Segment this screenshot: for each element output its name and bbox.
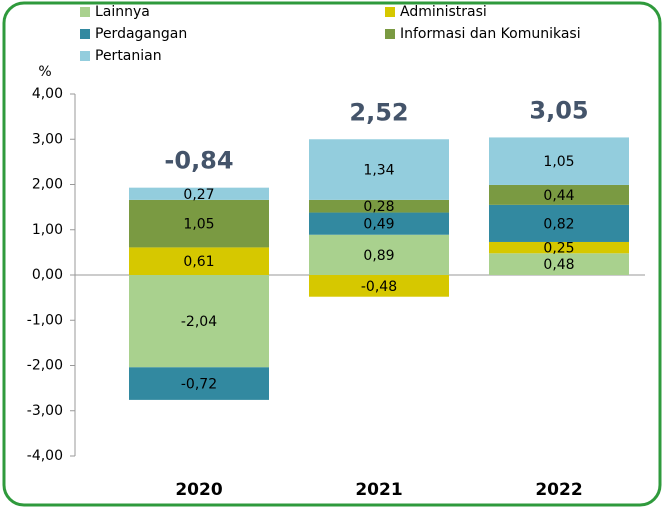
- bar-segment: [309, 212, 449, 235]
- value-label: 0,25: [543, 241, 574, 257]
- value-label: 0,49: [363, 217, 394, 233]
- x-tick-label: 2022: [535, 480, 582, 500]
- value-label: 0,89: [363, 248, 394, 264]
- legend-label: Perdagangan: [95, 26, 187, 42]
- legend-label: Informasi dan Komunikasi: [400, 26, 581, 42]
- y-tick-label: -4,00: [27, 448, 63, 464]
- bar-segment: [129, 275, 269, 368]
- value-label: 0,28: [363, 199, 394, 215]
- legend-swatch: [80, 51, 90, 61]
- value-label: -0,72: [181, 377, 217, 393]
- value-label: 0,44: [543, 188, 574, 204]
- bar-segment: [489, 241, 629, 254]
- total-label: 2,52: [349, 98, 408, 126]
- y-tick-label: 1,00: [32, 222, 63, 238]
- bar-segment: [489, 204, 629, 242]
- y-tick-label: -3,00: [27, 403, 63, 419]
- legend-swatch: [80, 7, 90, 17]
- legend-swatch: [385, 29, 395, 39]
- y-tick-label: 0,00: [32, 267, 63, 283]
- bar-segment: [129, 187, 269, 200]
- value-label: 0,61: [183, 254, 214, 270]
- total-label: 3,05: [529, 96, 588, 124]
- bar-segment: [489, 253, 629, 275]
- y-tick-label: -2,00: [27, 358, 63, 374]
- bar-segment: [489, 184, 629, 205]
- legend-swatch: [80, 29, 90, 39]
- y-axis-label: %: [38, 64, 51, 80]
- legend-label: Lainnya: [95, 4, 150, 20]
- y-tick-label: 2,00: [32, 177, 63, 193]
- x-tick-label: 2021: [355, 480, 402, 500]
- y-tick-label: 4,00: [32, 86, 63, 102]
- legend-label: Pertanian: [95, 48, 162, 64]
- total-label: -0,84: [164, 147, 233, 175]
- value-label: 0,48: [543, 257, 574, 273]
- value-label: 0,82: [543, 216, 574, 232]
- y-tick-label: -1,00: [27, 312, 63, 328]
- legend-label: Administrasi: [400, 4, 487, 20]
- bar-segment: [309, 234, 449, 275]
- bar-segment: [129, 247, 269, 275]
- bar-segment: [489, 137, 629, 185]
- y-tick-label: 3,00: [32, 131, 63, 147]
- legend-swatch: [385, 7, 395, 17]
- bar-segment: [129, 367, 269, 400]
- value-label: 0,27: [183, 187, 214, 203]
- bar-segment: [309, 199, 449, 213]
- bar-segment: [309, 139, 449, 200]
- value-label: 1,05: [183, 217, 214, 233]
- bar-segment: [129, 199, 269, 248]
- value-label: 1,34: [363, 163, 394, 179]
- value-label: 1,05: [543, 154, 574, 170]
- value-label: -2,04: [181, 314, 217, 330]
- bar-segment: [309, 275, 449, 297]
- x-tick-label: 2020: [175, 480, 222, 500]
- value-label: -0,48: [361, 279, 397, 295]
